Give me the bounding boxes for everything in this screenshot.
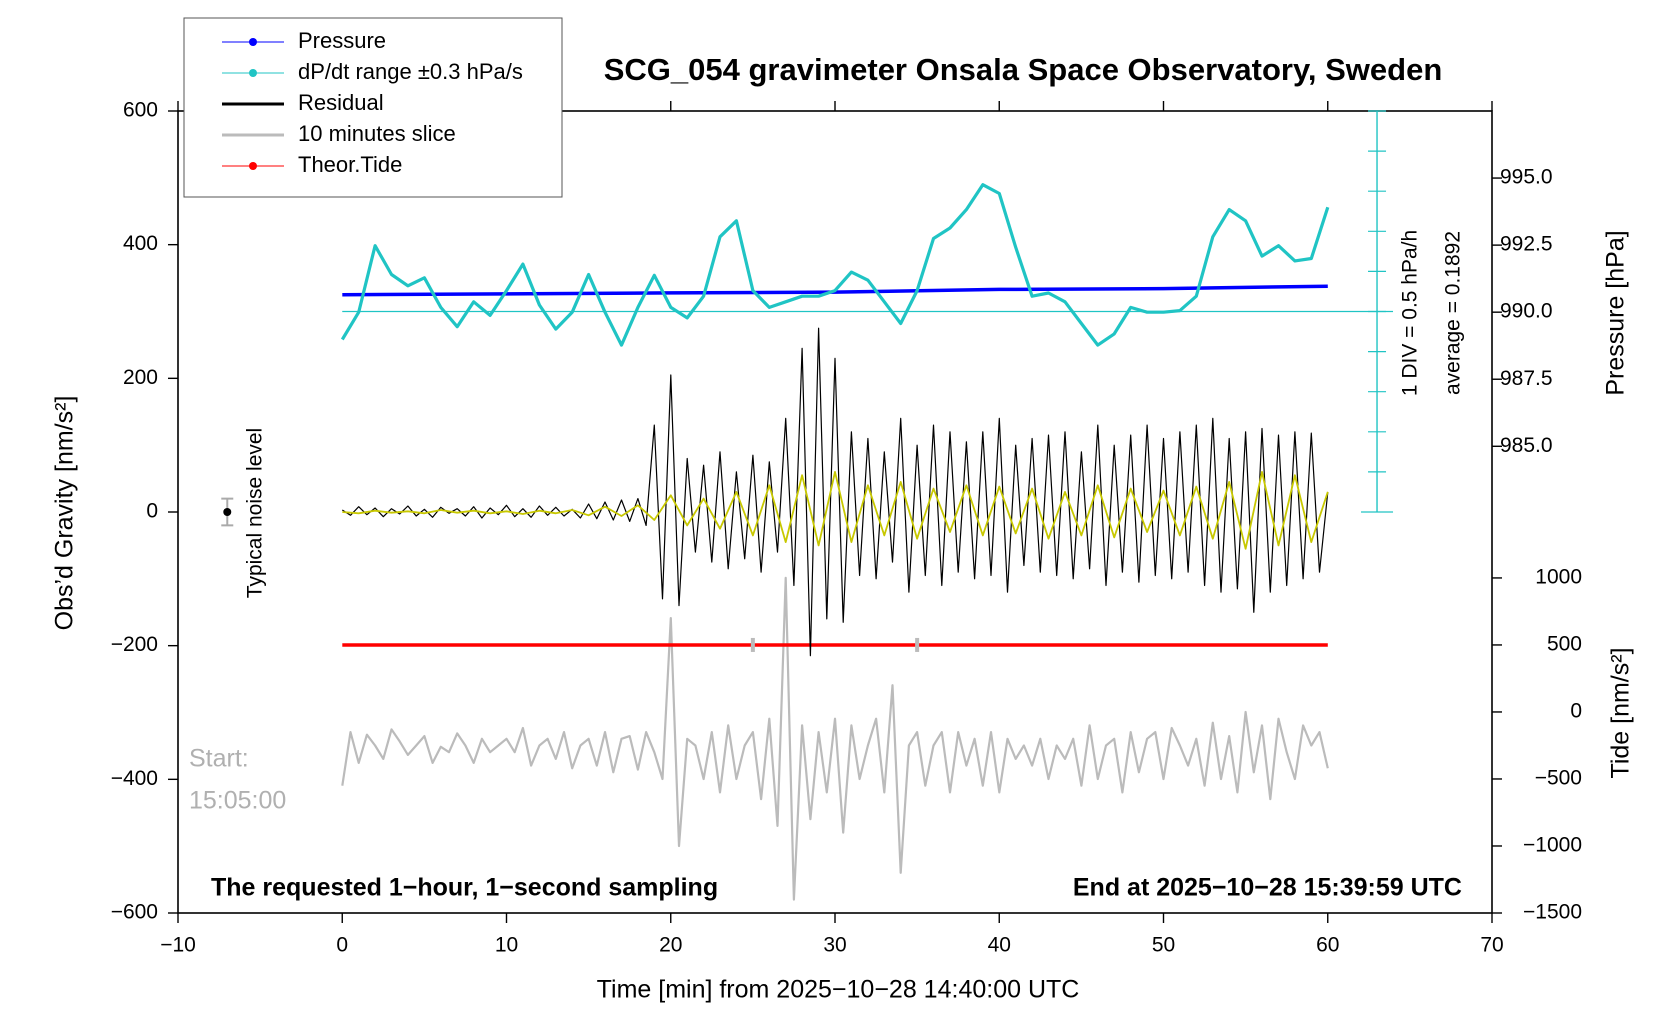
series-line: [341, 327, 1329, 657]
start-time: 15:05:00: [189, 787, 286, 815]
y3-tick-label: −1500: [1523, 901, 1582, 924]
legend-label: Residual: [298, 90, 384, 115]
legend-label: Theor.Tide: [298, 152, 402, 177]
y2-tick-label: 985.0: [1500, 434, 1553, 457]
legend-label: 10 minutes slice: [298, 121, 456, 146]
y-tick-label: 200: [123, 366, 158, 389]
x-tick-label: 70: [1480, 934, 1503, 957]
series-line: [341, 576, 1329, 901]
legend-label: dP/dt range ±0.3 hPa/s: [298, 59, 523, 84]
series-line: [340, 183, 1330, 347]
plot-frame: [177, 110, 1493, 914]
noise-point: [223, 508, 232, 516]
x-tick-label: 50: [1152, 934, 1175, 957]
sampling-note: The requested 1−hour, 1−second sampling: [211, 874, 718, 902]
y3-tick-label: 0: [1570, 700, 1582, 723]
y3-tick-label: −500: [1535, 767, 1582, 790]
y3-tick-label: 1000: [1535, 565, 1582, 588]
y3-tick-label: −1000: [1523, 834, 1582, 857]
y-tick-label: 600: [123, 99, 158, 122]
start-label: Start:: [189, 745, 249, 773]
dpdt-axis-title: 1 DIV = 0.5 hPa/h: [1399, 230, 1422, 396]
y3-axis-title: Tide [nm/s²]: [1607, 647, 1635, 778]
x-tick-label: −10: [160, 934, 196, 957]
y2-tick-label: 995.0: [1500, 166, 1553, 189]
y-tick-label: −200: [111, 633, 158, 656]
x-tick-label: 0: [336, 934, 348, 957]
dpdt-average: average = 0.1892: [1442, 231, 1465, 395]
x-tick-label: 20: [659, 934, 682, 957]
legend-marker: [249, 162, 257, 170]
y-tick-label: 400: [123, 232, 158, 255]
y3-tick-label: 500: [1547, 632, 1582, 655]
x-tick-label: 60: [1316, 934, 1339, 957]
x-tick-label: 40: [988, 934, 1011, 957]
legend-marker: [249, 69, 257, 77]
legend-box: [183, 17, 563, 198]
y2-tick-label: 987.5: [1500, 367, 1553, 390]
legend-marker: [249, 38, 257, 46]
x-axis-title: Time [min] from 2025−10−28 14:40:00 UTC: [597, 976, 1080, 1004]
series-line: [342, 471, 1329, 550]
legend-label: Pressure: [298, 28, 386, 53]
y2-tick-label: 990.0: [1500, 300, 1553, 323]
y2-axis-title: Pressure [hPa]: [1602, 230, 1630, 395]
x-tick-label: 10: [495, 934, 518, 957]
end-note: End at 2025−10−28 15:39:59 UTC: [1073, 874, 1462, 902]
y-tick-label: −400: [111, 767, 158, 790]
y-axis-title: Obs’d Gravity [nm/s²]: [51, 396, 79, 631]
chart-title: SCG_054 gravimeter Onsala Space Observat…: [604, 52, 1443, 87]
x-tick-label: 30: [823, 934, 846, 957]
noise-label: Typical noise level: [244, 428, 267, 598]
y2-tick-label: 992.5: [1500, 233, 1553, 256]
y-tick-label: −600: [111, 901, 158, 924]
y-tick-label: 0: [146, 500, 158, 523]
